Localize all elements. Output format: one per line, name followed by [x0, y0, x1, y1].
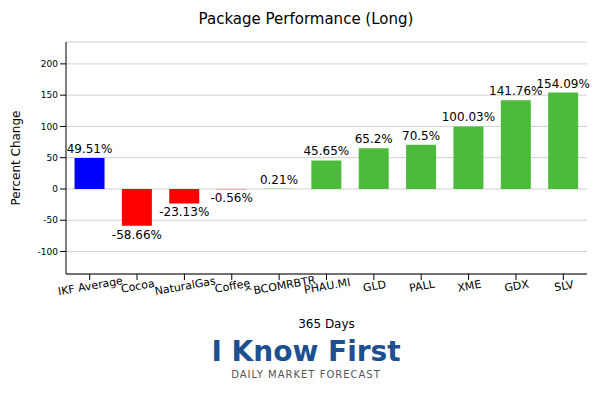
svg-text:GLD: GLD: [362, 278, 387, 295]
svg-text:50: 50: [47, 153, 59, 163]
svg-text:141.76%: 141.76%: [489, 84, 542, 98]
svg-text:XME: XME: [456, 278, 482, 295]
svg-text:200: 200: [41, 59, 58, 69]
svg-text:154.09%: 154.09%: [536, 77, 589, 91]
svg-text:GDX: GDX: [503, 278, 530, 295]
svg-text:SLV: SLV: [553, 278, 575, 294]
svg-text:PHAU.MI: PHAU.MI: [303, 276, 351, 297]
svg-text:-0.56%: -0.56%: [210, 191, 252, 205]
svg-text:Coffee: Coffee: [213, 276, 252, 296]
svg-text:150: 150: [41, 90, 58, 100]
svg-text:0: 0: [52, 184, 58, 194]
svg-text:^BCOMRBTR: ^BCOMRBTR: [243, 273, 317, 299]
svg-text:70.5%: 70.5%: [402, 129, 440, 143]
svg-text:100: 100: [41, 122, 58, 132]
svg-text:365 Days: 365 Days: [298, 317, 355, 331]
svg-text:Cocoa: Cocoa: [120, 277, 156, 296]
svg-text:45.65%: 45.65%: [303, 144, 349, 158]
svg-text:PALL: PALL: [408, 277, 436, 294]
svg-text:65.2%: 65.2%: [355, 132, 393, 146]
svg-text:-50: -50: [43, 215, 58, 225]
svg-text:100.03%: 100.03%: [442, 110, 495, 124]
svg-text:NaturalGas: NaturalGas: [154, 274, 217, 298]
svg-text:0.21%: 0.21%: [260, 173, 298, 187]
html-text:Package Performance (Long): Package Performance (Long): [198, 10, 414, 28]
svg-text:-100: -100: [38, 247, 59, 257]
svg-text:49.51%: 49.51%: [67, 142, 113, 156]
html-text:DAILY MARKET FORECAST: DAILY MARKET FORECAST: [231, 369, 381, 380]
html-text:I Know First: I Know First: [211, 335, 401, 368]
svg-text:Percent Change: Percent Change: [9, 111, 23, 206]
svg-text:-23.13%: -23.13%: [159, 205, 209, 219]
svg-text:-58.66%: -58.66%: [112, 228, 162, 242]
svg-text:IKF Average: IKF Average: [57, 274, 124, 298]
